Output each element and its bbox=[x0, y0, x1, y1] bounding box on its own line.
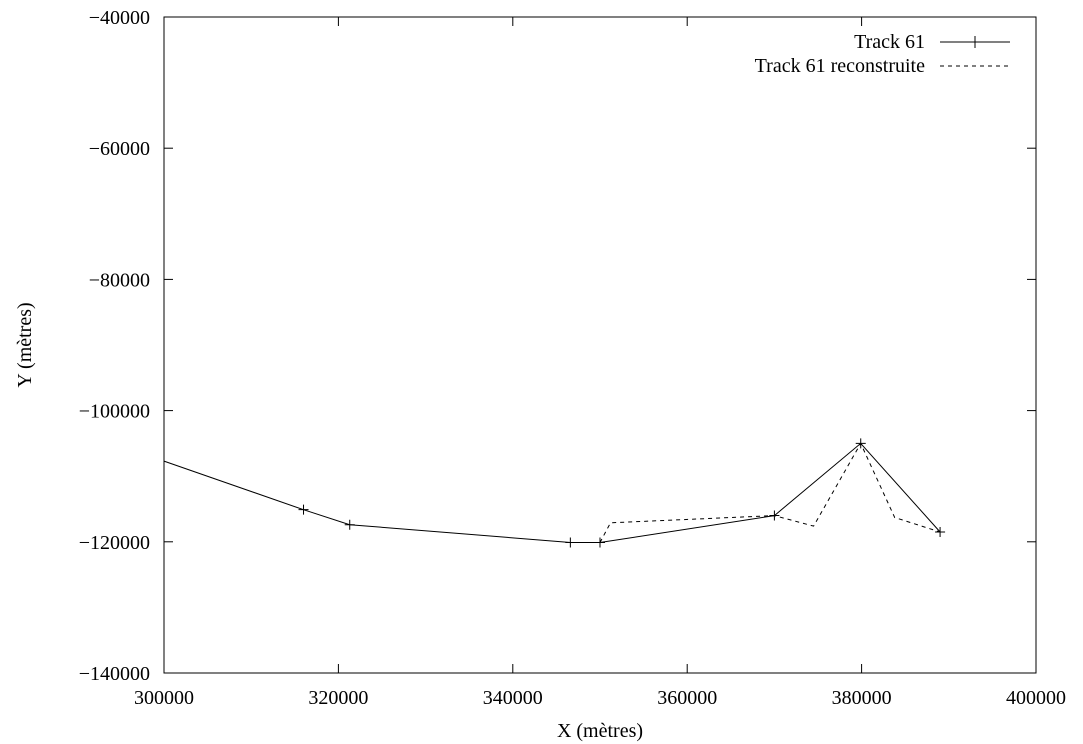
series-layer bbox=[163, 438, 946, 548]
y-tick-label: −100000 bbox=[79, 401, 150, 423]
x-tick-label: 360000 bbox=[657, 687, 717, 709]
legend-marker-track-61 bbox=[969, 36, 981, 48]
x-tick-label: 320000 bbox=[308, 687, 368, 709]
legend-label-track-61: Track 61 bbox=[854, 31, 925, 53]
x-tick-label: 300000 bbox=[134, 687, 194, 709]
y-tick-label: −120000 bbox=[79, 532, 150, 554]
data-point-marker bbox=[298, 504, 309, 515]
x-tick-label: 400000 bbox=[1006, 687, 1066, 709]
x-tick-label: 340000 bbox=[483, 687, 543, 709]
data-point-marker bbox=[565, 537, 576, 548]
plot-frame bbox=[163, 16, 1037, 674]
series-line-0 bbox=[163, 442, 941, 543]
y-tick-label: −40000 bbox=[89, 7, 150, 29]
data-point-marker bbox=[344, 519, 355, 530]
x-tick-label: 380000 bbox=[832, 687, 892, 709]
x-axis-label: X (mètres) bbox=[557, 720, 643, 742]
y-axis: −140000 −120000 −100000 −80000 −60000 −40000 bbox=[79, 7, 1036, 685]
series-line-1 bbox=[599, 442, 941, 543]
legend: Track 61 Track 61 reconstruite bbox=[755, 31, 1010, 77]
y-tick-label: −60000 bbox=[89, 138, 150, 160]
y-tick-label: −80000 bbox=[89, 269, 150, 291]
y-axis-label: Y (mètres) bbox=[14, 302, 36, 387]
x-axis: 300000 320000 340000 360000 380000 400000 bbox=[134, 17, 1066, 709]
y-tick-label: −140000 bbox=[79, 663, 150, 685]
legend-label-track-61-reconstruite: Track 61 reconstruite bbox=[755, 55, 925, 77]
